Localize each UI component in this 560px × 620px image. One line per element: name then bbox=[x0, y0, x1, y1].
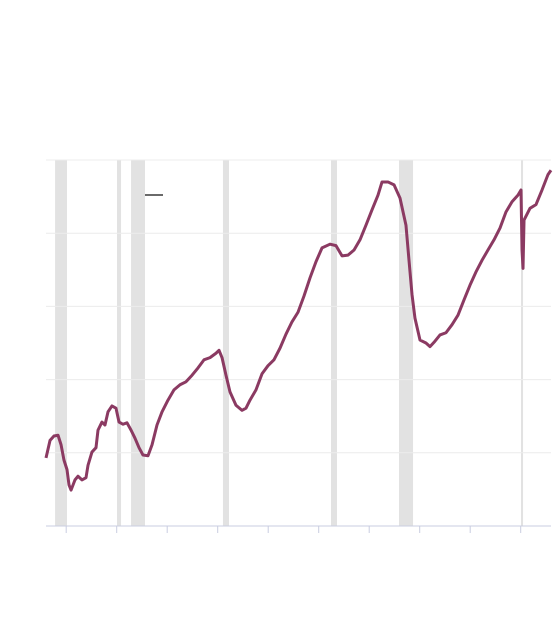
data-line bbox=[44, 169, 553, 492]
recession-band bbox=[331, 160, 337, 526]
recession-band bbox=[55, 160, 68, 526]
recession-band bbox=[131, 160, 145, 526]
recession-band bbox=[398, 160, 414, 526]
recession-band bbox=[521, 160, 524, 526]
recession-band bbox=[117, 160, 122, 526]
recession-band bbox=[222, 160, 230, 526]
